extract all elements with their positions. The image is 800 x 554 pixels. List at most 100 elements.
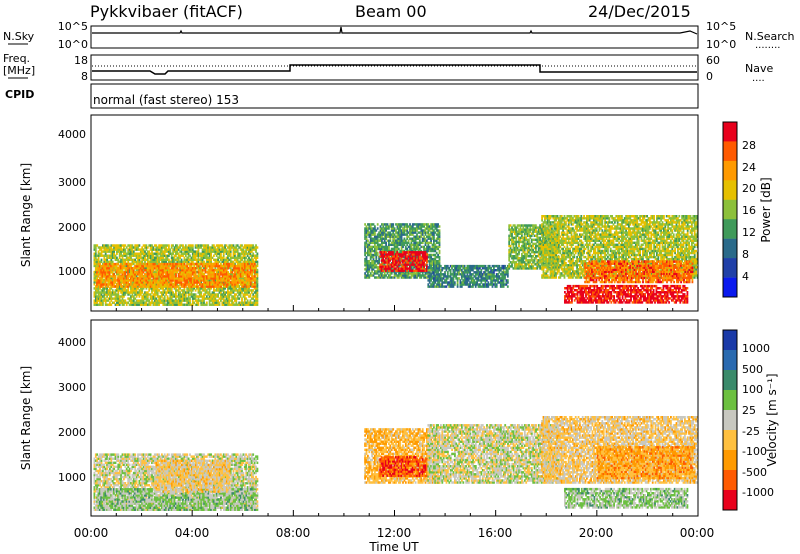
heatmap-cell <box>221 269 224 272</box>
heatmap-cell <box>227 297 229 300</box>
heatmap-cell <box>183 303 186 306</box>
heatmap-cell <box>128 264 131 268</box>
nave-tick-high: 60 <box>706 54 720 67</box>
heatmap-cell <box>203 295 205 298</box>
heatmap-cell <box>162 258 165 262</box>
heatmap-cell <box>197 301 200 304</box>
heatmap-cell <box>243 254 246 257</box>
heatmap-cell <box>169 303 172 306</box>
heatmap-cell <box>151 256 153 260</box>
heatmap-cell <box>173 271 176 274</box>
heatmap-cell <box>160 283 163 286</box>
heatmap-cell <box>198 252 201 255</box>
heatmap-cell <box>170 244 173 247</box>
heatmap-cell <box>141 252 144 255</box>
heatmap-cell <box>169 252 172 255</box>
heatmap-cell <box>218 303 221 306</box>
beam-label: Beam 00 <box>355 2 427 21</box>
heatmap-cell <box>180 293 183 296</box>
heatmap-cell <box>228 293 231 296</box>
heatmap-cell <box>236 297 239 300</box>
heatmap-cell <box>128 303 131 306</box>
heatmap-cell <box>97 260 100 264</box>
heatmap-cell <box>103 299 106 302</box>
heatmap-cell <box>162 277 165 280</box>
heatmap-cell <box>251 269 254 272</box>
heatmap-cell <box>213 264 215 268</box>
heatmap-cell <box>193 287 196 290</box>
heatmap-cell <box>191 258 194 262</box>
heatmap-cell <box>206 271 208 274</box>
heatmap-cell <box>96 277 98 280</box>
heatmap-cell <box>121 273 124 276</box>
heatmap-cell <box>197 254 200 257</box>
heatmap-cell <box>215 283 218 286</box>
heatmap-cell <box>120 287 123 290</box>
heatmap-cell <box>184 283 187 286</box>
heatmap-cell <box>129 271 132 274</box>
heatmap-cell <box>208 299 211 302</box>
heatmap-cell <box>254 277 256 280</box>
heatmap-cell <box>142 297 145 300</box>
heatmap-cell <box>179 275 182 278</box>
heatmap-cell <box>227 262 230 266</box>
heatmap-cell <box>98 267 101 270</box>
heatmap-cell <box>117 246 120 249</box>
heatmap-cell <box>144 297 146 300</box>
heatmap-cell <box>214 246 217 249</box>
heatmap-cell <box>153 295 156 298</box>
heatmap-cell <box>106 254 109 257</box>
heatmap-cell <box>169 301 172 304</box>
heatmap-cell <box>211 262 214 266</box>
heatmap-cell <box>220 293 222 296</box>
heatmap-cell <box>215 287 218 290</box>
heatmap-cell <box>142 252 145 255</box>
heatmap-cell <box>156 281 159 284</box>
heatmap-cell <box>138 293 141 296</box>
heatmap-cell <box>132 275 135 278</box>
heatmap-cell <box>196 260 198 264</box>
heatmap-cell <box>194 267 197 270</box>
heatmap-cell <box>93 256 96 260</box>
heatmap-cell <box>168 254 170 257</box>
heatmap-cell <box>227 267 230 270</box>
heatmap-cell <box>208 291 211 294</box>
heatmap-cell <box>169 291 172 294</box>
heatmap-cell <box>211 301 214 304</box>
heatmap-cell <box>159 277 162 280</box>
heatmap-cell <box>93 264 96 268</box>
heatmap-cell <box>225 279 228 282</box>
heatmap-cell <box>132 279 135 282</box>
heatmap-cell <box>156 250 159 253</box>
heatmap-cell <box>210 299 213 302</box>
heatmap-cell <box>135 281 138 284</box>
heatmap-cell <box>203 283 206 286</box>
heatmap-cell <box>242 287 245 290</box>
heatmap-cell <box>207 260 210 264</box>
heatmap-cell <box>142 268 145 272</box>
heatmap-cell <box>177 269 180 272</box>
heatmap-cell <box>238 281 241 284</box>
heatmap-cell <box>208 269 211 272</box>
heatmap-cell <box>190 258 193 262</box>
heatmap-cell <box>108 264 111 268</box>
heatmap-cell <box>232 252 235 255</box>
heatmap-cell <box>193 285 196 288</box>
heatmap-cell <box>141 246 144 249</box>
heatmap-cell <box>116 248 118 251</box>
heatmap-cell <box>364 276 367 279</box>
heatmap-cell <box>137 281 139 284</box>
heatmap-cell <box>199 279 201 282</box>
heatmap-cell <box>142 299 145 302</box>
heatmap-cell <box>211 246 214 249</box>
heatmap-cell <box>97 299 100 302</box>
heatmap-cell <box>172 244 175 247</box>
heatmap-cell <box>148 270 151 274</box>
heatmap-cell <box>145 273 148 276</box>
heatmap-cell <box>229 258 232 262</box>
heatmap-cell <box>221 264 224 268</box>
heatmap-cell <box>93 246 96 249</box>
heatmap-cell <box>251 271 254 274</box>
heatmap-cell <box>135 289 138 292</box>
